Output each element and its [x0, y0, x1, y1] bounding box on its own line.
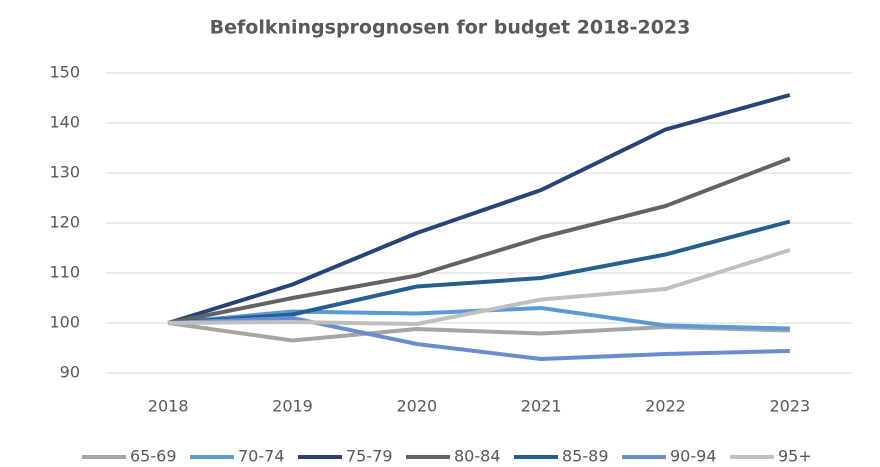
legend-label: 90-94 [670, 447, 717, 466]
x-tick-label: 2020 [396, 397, 437, 416]
y-tick-label: 100 [49, 313, 80, 332]
legend-label: 65-69 [130, 447, 177, 466]
chart-title: Befolkningsprognosen for budget 2018-202… [210, 17, 691, 39]
x-tick-label: 2023 [769, 397, 810, 416]
series-line [168, 248, 791, 326]
y-tick-label: 90 [60, 363, 80, 382]
x-tick-label: 2019 [272, 397, 313, 416]
y-tick-label: 150 [49, 63, 80, 82]
y-tick-label: 130 [49, 163, 80, 182]
y-tick-label: 120 [49, 213, 80, 232]
y-tick-label: 140 [49, 113, 80, 132]
x-tick-label: 2018 [148, 397, 189, 416]
series-line [168, 316, 790, 361]
legend-label: 95+ [778, 447, 812, 466]
x-tick-label: 2021 [521, 397, 562, 416]
series-line [167, 156, 791, 325]
legend-label: 80-84 [454, 447, 501, 466]
series-line [168, 219, 791, 325]
x-tick-label: 2022 [645, 397, 686, 416]
legend-label: 70-74 [238, 447, 285, 466]
series-line [167, 93, 791, 325]
legend-label: 85-89 [562, 447, 609, 466]
legend-label: 75-79 [346, 447, 393, 466]
y-tick-label: 110 [49, 263, 80, 282]
